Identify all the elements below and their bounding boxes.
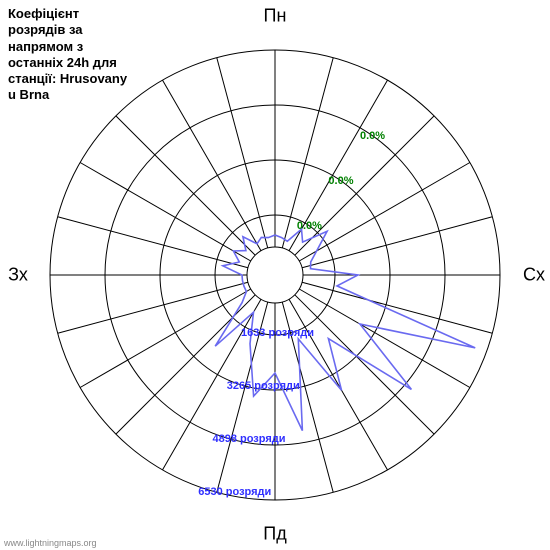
ring-label-top: 0.0% xyxy=(360,130,385,142)
cardinal-e: Сх xyxy=(523,265,545,286)
cardinal-w: Зх xyxy=(8,265,28,286)
ring-label-top: 0.0% xyxy=(297,220,322,232)
cardinal-s: Пд xyxy=(263,524,286,545)
polar-chart-container: { "meta": { "title": "Коефіцієнт розряді… xyxy=(0,0,550,550)
ring-label-bottom: 4898 розряди xyxy=(212,433,285,445)
cardinal-n: Пн xyxy=(264,6,287,27)
chart-title: Коефіцієнт розрядів за напрямом з останн… xyxy=(8,6,138,104)
ring-label-bottom: 3265 розряди xyxy=(227,380,300,392)
ring-label-bottom: 6530 розряди xyxy=(198,486,271,498)
footer-credit: www.lightningmaps.org xyxy=(4,538,97,548)
ring-label-top: 0.0% xyxy=(328,175,353,187)
ring-label-bottom: 1633 розряди xyxy=(241,327,314,339)
